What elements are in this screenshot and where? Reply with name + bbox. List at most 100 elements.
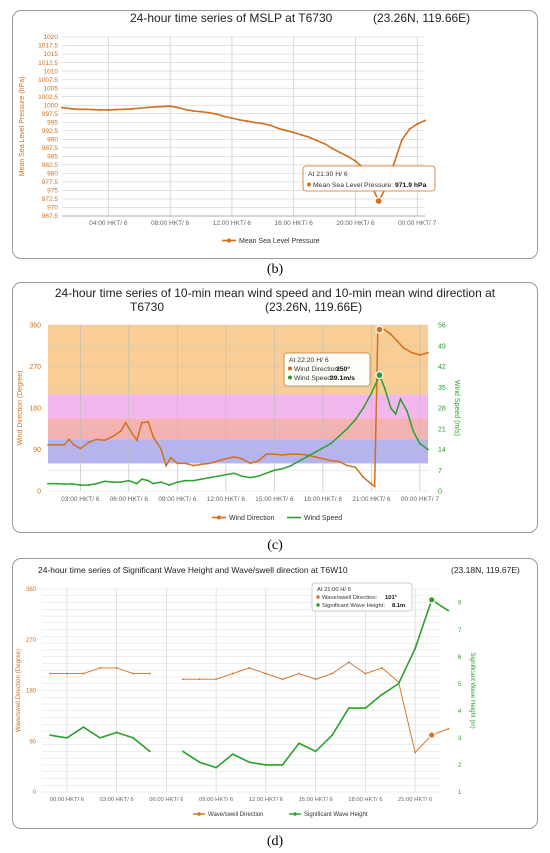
data-point [216, 460, 219, 462]
data-point [248, 761, 251, 764]
data-point [233, 472, 235, 475]
data-point [68, 107, 71, 110]
data-point [249, 476, 252, 479]
data-point [269, 124, 272, 127]
data-point [427, 351, 429, 354]
y-right-tick-label: 28 [438, 406, 446, 413]
data-point [246, 120, 249, 123]
y-tick-label: 1020 [44, 34, 59, 41]
data-point [241, 475, 243, 478]
data-point [393, 162, 396, 165]
data-point [184, 479, 187, 482]
y-tick-label: 970 [47, 205, 58, 212]
data-point [281, 467, 284, 470]
y-tick-label: 985 [47, 154, 58, 161]
y-right-tick-label: 1 [458, 790, 462, 796]
x-tick-label: 16:00 HKT/ 6 [275, 220, 314, 227]
chart-title: 24-hour time series of Significant Wave … [38, 565, 348, 575]
data-point [292, 131, 295, 134]
data-point [381, 667, 383, 669]
data-point [315, 139, 318, 142]
data-point [200, 110, 203, 113]
data-point [84, 108, 87, 111]
data-point [231, 753, 234, 756]
data-point [233, 455, 235, 458]
data-point [300, 133, 303, 136]
y-tick-label: 975 [47, 188, 58, 195]
legend-wave-height-marker [293, 812, 297, 816]
data-point [198, 761, 201, 764]
y-right-tick-label: 4 [458, 709, 462, 715]
data-point [152, 435, 155, 438]
data-point [347, 707, 350, 709]
tooltip-marker [316, 595, 320, 599]
highlight-point-speed [375, 370, 384, 380]
data-point [313, 455, 316, 458]
data-point [277, 127, 280, 130]
data-point [305, 456, 308, 458]
tooltip-value: 8.1m [392, 603, 405, 609]
data-point [111, 481, 114, 484]
data-point [71, 482, 74, 485]
y-right-tick-label: 7 [458, 628, 462, 634]
x-tick-label: 15:00 HKT/ 6 [299, 797, 333, 803]
data-point [224, 473, 227, 476]
data-point [136, 482, 138, 485]
data-point [79, 447, 82, 450]
y-tick-label: 987.5 [42, 145, 59, 152]
figure-label-b: (b) [266, 262, 284, 277]
data-point [198, 678, 201, 681]
data-point [215, 678, 218, 681]
tooltip-series: Wind Direction: [294, 366, 340, 373]
data-point [200, 463, 203, 466]
tooltip-marker [316, 603, 320, 607]
x-tick-label: 03:00 HKT/ 6 [100, 797, 134, 803]
data-point [192, 479, 195, 482]
tooltip-series: Significant Wave Height: [322, 603, 385, 609]
data-point [176, 481, 179, 484]
tooltip-title: At 21:00 H/ 6 [317, 587, 351, 593]
data-point [264, 672, 267, 675]
figure-label-d: (d) [266, 834, 284, 849]
data-point [375, 381, 378, 384]
data-point [68, 438, 70, 441]
legend-wave-direction-marker [197, 812, 201, 816]
tooltip-box [302, 165, 436, 192]
y-left-tick-label: 270 [26, 638, 37, 644]
data-point [265, 472, 268, 475]
data-point [61, 106, 63, 109]
data-point [305, 454, 308, 456]
data-point [354, 418, 357, 421]
data-point [136, 439, 138, 442]
x-tick-label: 15:00 HKT/ 6 [255, 496, 294, 503]
data-point [381, 693, 383, 696]
data-point [160, 448, 163, 451]
data-point [184, 108, 187, 111]
tooltip-value: 101° [385, 595, 398, 601]
data-point [153, 105, 156, 108]
data-point [289, 464, 292, 467]
data-point [165, 464, 167, 467]
data-point [281, 678, 284, 681]
data-point [99, 108, 102, 111]
data-point [330, 442, 332, 445]
data-point [331, 147, 334, 150]
data-point [55, 482, 57, 485]
data-point [297, 460, 300, 463]
data-point [331, 734, 334, 737]
legend-marker-mslp [227, 238, 231, 243]
data-point [308, 136, 311, 139]
data-point [383, 386, 386, 389]
highlight-point-direction [375, 325, 384, 334]
highlight-point [374, 196, 383, 206]
y-right-axis-label: Significant Wave Height (m) [469, 652, 476, 728]
data-point [140, 478, 143, 481]
y-tick-label: 967.5 [42, 213, 59, 220]
data-point [87, 484, 90, 486]
speed-band [48, 394, 428, 419]
data-point [261, 122, 264, 125]
data-point [354, 466, 357, 468]
data-point [330, 459, 332, 462]
y-left-tick-label: 180 [29, 406, 41, 413]
legend-label-mslp: Mean Sea Level Pressure [239, 238, 320, 245]
